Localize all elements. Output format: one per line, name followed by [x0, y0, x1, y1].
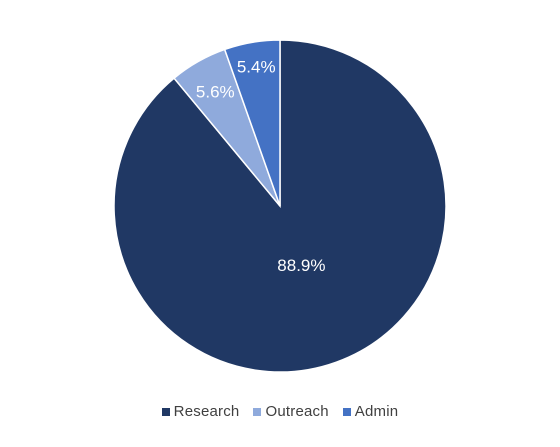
- data-label-research: 88.9%: [277, 256, 325, 275]
- pie-slices: [113, 39, 447, 373]
- legend-label-outreach: Outreach: [265, 403, 329, 420]
- data-label-outreach: 5.6%: [196, 82, 235, 101]
- legend-label-admin: Admin: [354, 403, 399, 420]
- legend-label-research: Research: [173, 403, 240, 420]
- pie-slice-admin: [223, 39, 281, 207]
- data-label-admin: 5.4%: [237, 57, 276, 76]
- legend-item-admin: Admin: [342, 403, 399, 420]
- legend-item-outreach: Outreach: [253, 403, 329, 420]
- legend-swatch-admin: [342, 407, 351, 416]
- pie-data-labels: 88.9% 5.6%5.4%: [196, 57, 326, 274]
- legend: Research Outreach Admin: [0, 403, 560, 420]
- legend-item-research: Research: [161, 403, 240, 420]
- legend-swatch-research: [161, 407, 170, 416]
- legend-swatch-outreach: [253, 407, 262, 416]
